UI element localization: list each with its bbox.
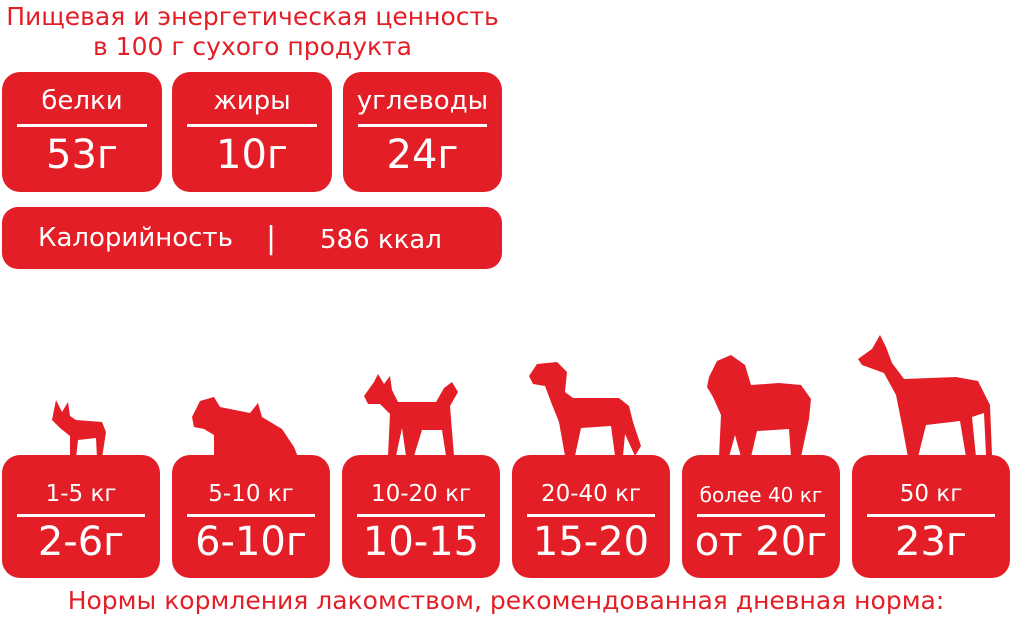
divider — [187, 514, 315, 517]
nutrient-fat: жиры 10г — [172, 72, 332, 192]
divider — [358, 124, 487, 127]
terrier-icon — [192, 397, 298, 457]
divider — [697, 514, 825, 517]
weight-range: 50 кг — [899, 481, 963, 507]
weight-range: более 40 кг — [699, 483, 823, 507]
nutrient-label: углеводы — [356, 86, 489, 116]
weight-range: 1-5 кг — [45, 481, 117, 507]
nutrient-label: жиры — [213, 86, 291, 116]
nutrient-label: белки — [41, 86, 123, 116]
footer-caption: Нормы кормления лакомством, рекомендован… — [67, 586, 945, 615]
divider — [17, 124, 147, 127]
nutrient-value: 53г — [46, 132, 118, 178]
husky-icon — [364, 374, 458, 456]
daily-dose: 6-10г — [195, 519, 307, 565]
nutrient-carbs: углеводы 24г — [343, 72, 502, 192]
calories-bar: Калорийность | 586 ккал — [2, 207, 502, 269]
daily-dose: 15-20 — [532, 519, 650, 565]
header-line-1: Пищевая и энергетическая ценность — [6, 2, 499, 31]
feeding-card: 20-40 кг 15-20 — [512, 455, 670, 578]
feeding-card: 10-20 кг 10-15 — [342, 455, 500, 578]
nutrient-value: 24г — [386, 132, 459, 178]
divider — [17, 514, 145, 517]
daily-dose: 23г — [895, 519, 967, 565]
weight-range: 10-20 кг — [370, 481, 472, 507]
calories-label: Калорийность — [38, 223, 233, 253]
calories-separator: | — [266, 221, 277, 256]
divider — [187, 124, 317, 127]
weight-range: 5-10 кг — [208, 481, 294, 507]
divider — [527, 514, 655, 517]
feeding-card: 5-10 кг 6-10г — [172, 455, 330, 578]
rottweiler-icon — [529, 362, 641, 456]
nutrient-value: 10г — [216, 132, 288, 178]
daily-dose: 10-15 — [362, 519, 480, 565]
feeding-card: 1-5 кг 2-6г — [2, 455, 160, 578]
daily-dose: от 20г — [694, 519, 828, 565]
nutrient-protein: белки 53г — [2, 72, 162, 192]
divider — [867, 514, 995, 517]
chihuahua-icon — [52, 400, 106, 458]
chow-chow-icon — [707, 355, 811, 457]
weight-range: 20-40 кг — [540, 481, 642, 507]
calories-value: 586 ккал — [320, 225, 442, 255]
feeding-card: более 40 кг от 20г — [682, 455, 840, 578]
header-line-2: в 100 г сухого продукта — [92, 32, 412, 61]
great-dane-icon — [858, 335, 992, 457]
daily-dose: 2-6г — [37, 519, 125, 565]
divider — [357, 514, 485, 517]
feeding-card: 50 кг 23г — [852, 455, 1010, 578]
